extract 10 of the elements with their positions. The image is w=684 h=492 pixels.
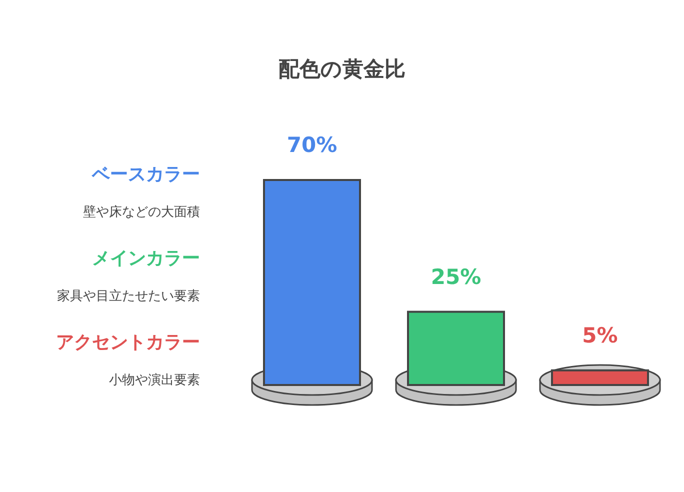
text: ベースカラー — [91, 164, 200, 185]
text: メインカラー — [92, 248, 200, 269]
data-label: 5% — [582, 323, 618, 348]
data-label: 70% — [286, 133, 338, 157]
text: 家具や目立たせたい要素 — [57, 288, 200, 304]
chart-title: 配色の黄金比 — [278, 57, 406, 81]
text: 小物や演出要素 — [109, 373, 200, 388]
text: 壁や床などの大面積 — [83, 205, 200, 220]
text: アクセントカラー — [56, 332, 200, 353]
data-label: 25% — [430, 264, 482, 289]
